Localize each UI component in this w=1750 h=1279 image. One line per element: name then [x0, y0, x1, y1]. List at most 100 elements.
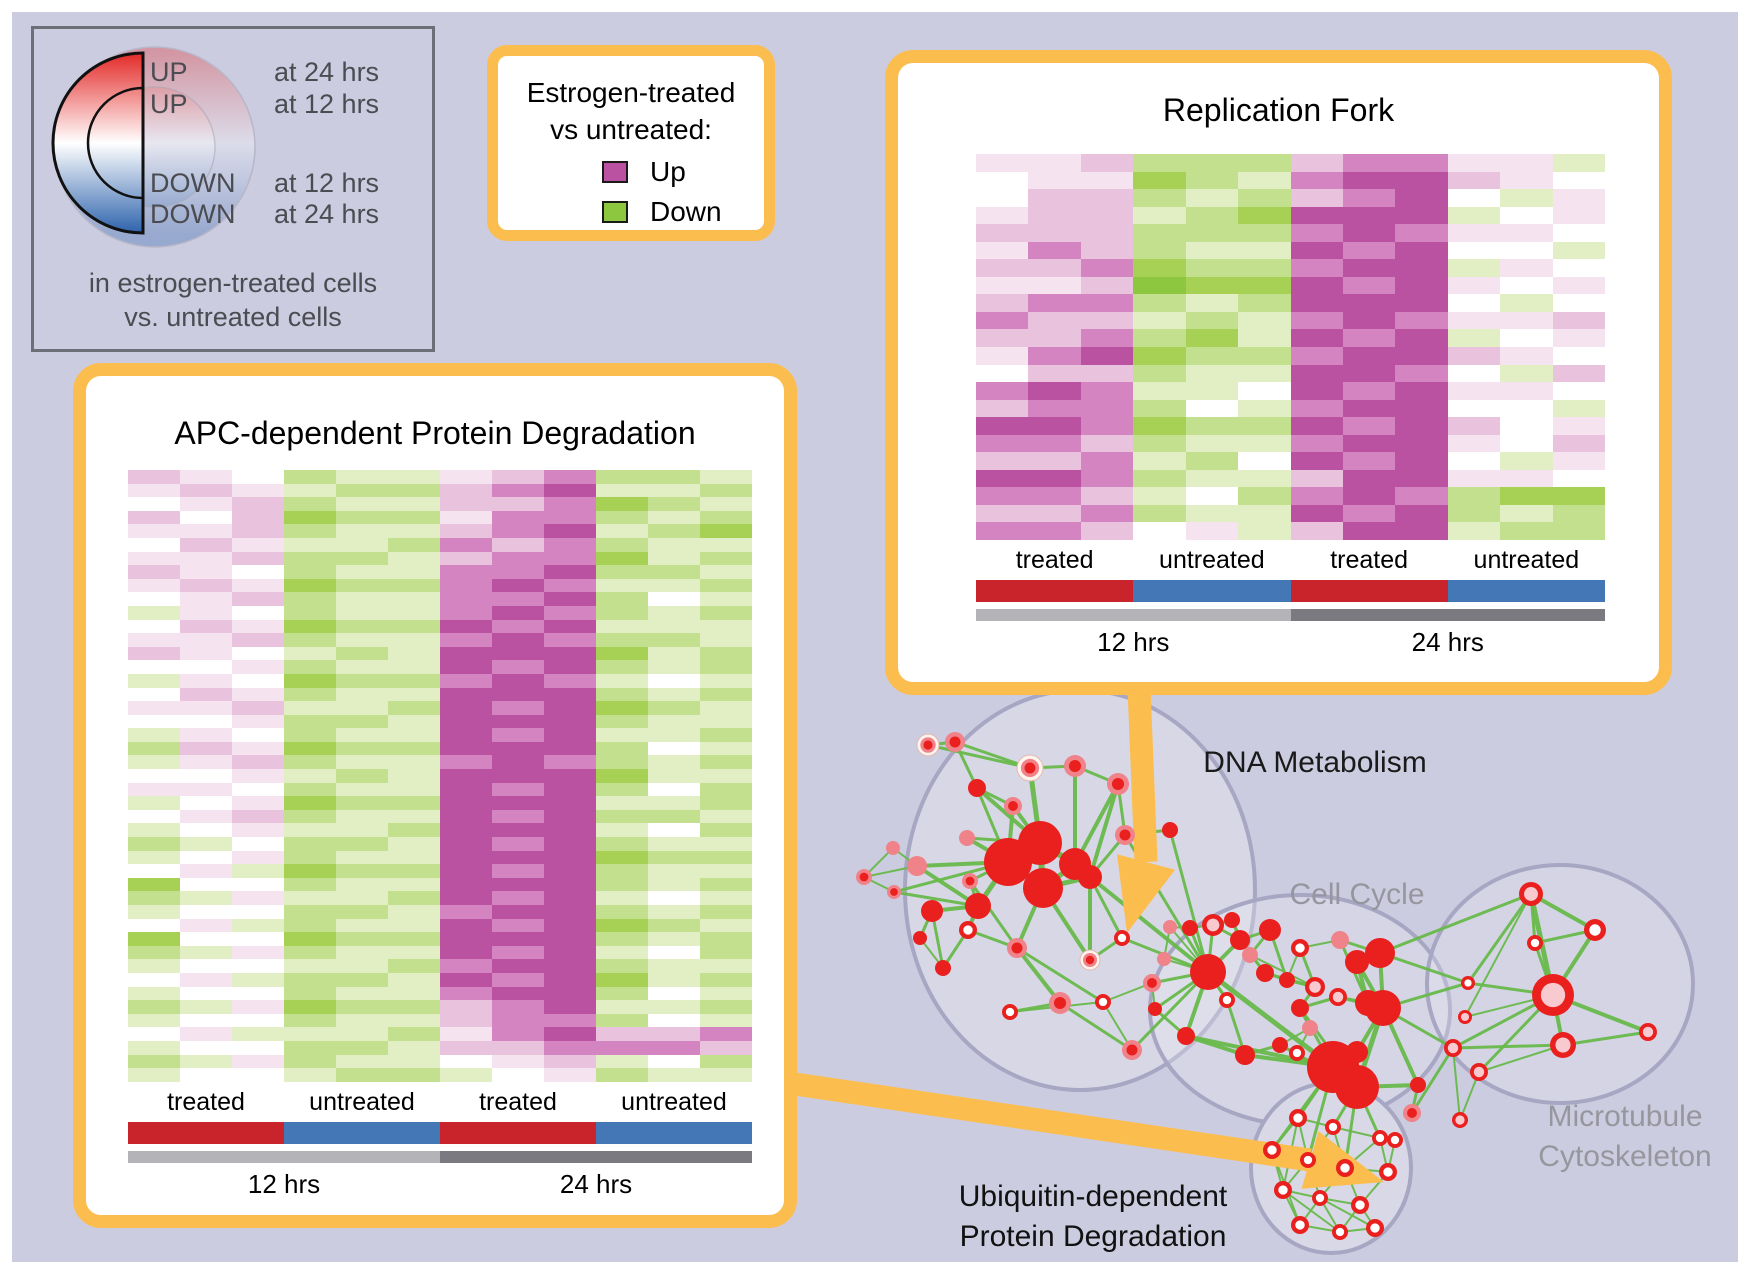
heatmap-row	[128, 932, 752, 946]
heatmap-cell	[596, 877, 648, 892]
heatmap-row	[128, 877, 752, 892]
heatmap-cell	[180, 755, 232, 770]
heatmap-cell	[440, 524, 492, 538]
ring-dir-label: DOWN	[150, 199, 236, 229]
heatmap-cell	[440, 837, 492, 851]
heatmap-cell	[1290, 171, 1343, 190]
heatmap-cell	[1395, 241, 1448, 260]
network-node	[1355, 1200, 1365, 1210]
legend-item-down: Down	[602, 196, 764, 228]
heatmap-cell	[596, 823, 648, 838]
heatmap-cell	[492, 945, 544, 960]
network-edge	[1561, 1030, 1650, 1047]
heatmap-row	[128, 796, 752, 810]
heatmap-cell	[492, 470, 544, 484]
heatmap-cell	[492, 932, 544, 946]
heatmap-cell	[284, 633, 336, 647]
heatmap-cell	[976, 259, 1029, 277]
heatmap-cell	[232, 470, 284, 484]
heatmap-cell	[1080, 189, 1134, 207]
heatmap-cell	[1290, 311, 1343, 330]
heatmap-cell	[492, 741, 544, 756]
network-edge	[1466, 892, 1533, 985]
heatmap-cell	[1395, 434, 1448, 453]
heatmap-cell	[180, 769, 232, 783]
heatmap-cell	[1185, 452, 1239, 470]
heatmap-row	[976, 347, 1606, 365]
heatmap-cell	[284, 701, 336, 715]
heatmap-row	[128, 578, 752, 593]
heatmap-cell	[596, 510, 648, 525]
heatmap-cell	[388, 551, 440, 566]
heatmap-cell	[596, 945, 648, 960]
heatmap-cell	[1500, 189, 1553, 207]
heatmap-cell	[700, 959, 752, 973]
heatmap-cell	[544, 918, 596, 933]
heatmap-cell	[1290, 522, 1343, 541]
heatmap-cell	[336, 809, 388, 824]
heatmap-cell	[648, 796, 700, 810]
heatmap-cell	[440, 673, 492, 688]
heatmap-cell	[544, 741, 596, 756]
heatmap-cell	[336, 850, 388, 865]
heatmap-cell	[1500, 259, 1553, 277]
heatmap-cell	[440, 782, 492, 797]
heatmap-cell	[440, 918, 492, 933]
network-node	[1230, 930, 1250, 950]
heatmap-cell	[1080, 259, 1134, 277]
heatmap-cell	[336, 918, 388, 933]
network-node	[859, 872, 869, 882]
heatmap-cell	[1133, 417, 1186, 435]
heatmap-cell	[492, 1040, 544, 1055]
heatmap-cell	[648, 823, 700, 838]
heatmap-row	[976, 171, 1606, 190]
heatmap-cell	[336, 687, 388, 702]
heatmap-cell	[648, 769, 700, 783]
heatmap-cell	[440, 972, 492, 987]
heatmap-cell	[284, 1068, 336, 1082]
heatmap-cell	[1028, 487, 1081, 505]
heatmap-cell	[492, 809, 544, 824]
f-labels: treated untreated treated untreated	[976, 546, 1605, 576]
heatmap-cell	[440, 864, 492, 878]
heatmap-cell	[232, 646, 284, 661]
heatmap-cell	[1447, 522, 1501, 541]
heatmap-cell	[648, 741, 700, 756]
heatmap-cell	[1133, 382, 1186, 400]
heatmap-cell	[700, 823, 752, 838]
heatmap-cell	[1290, 259, 1343, 277]
heatmap-cell	[1290, 241, 1343, 260]
heatmap-cell	[232, 537, 284, 552]
apc-degradation-panel: APC-dependent Protein Degradation treate…	[73, 363, 797, 1228]
heatmap-row	[976, 276, 1606, 295]
heatmap-cell	[700, 660, 752, 674]
heatmap-cell	[388, 741, 440, 756]
heatmap-cell	[700, 687, 752, 702]
network-node	[1332, 991, 1344, 1003]
group-color-bar	[1447, 580, 1605, 602]
heatmap-cell	[544, 701, 596, 715]
network-node	[1182, 920, 1198, 936]
heatmap-cell	[1447, 364, 1501, 383]
heatmap-cell	[284, 728, 336, 742]
heatmap-row	[128, 850, 752, 865]
heatmap-cell	[700, 524, 752, 538]
heatmap-cell	[180, 551, 232, 566]
heatmap-cell	[336, 796, 388, 810]
network-node	[1455, 1115, 1465, 1125]
network-node	[959, 830, 975, 846]
heatmap-cell	[1028, 154, 1081, 172]
heatmap-cell	[1500, 206, 1553, 225]
heatmap-cell	[648, 660, 700, 674]
heatmap-cell	[1500, 504, 1553, 523]
heatmap-row	[128, 497, 752, 511]
heatmap-cell	[648, 1013, 700, 1028]
heatmap-cell	[492, 646, 544, 661]
heatmap-row	[128, 809, 752, 824]
heatmap-cell	[388, 537, 440, 552]
heatmap-cell	[544, 687, 596, 702]
heatmap-cell	[1342, 154, 1396, 172]
heatmap-cell	[1080, 294, 1134, 312]
network-edge	[1319, 1197, 1376, 1229]
